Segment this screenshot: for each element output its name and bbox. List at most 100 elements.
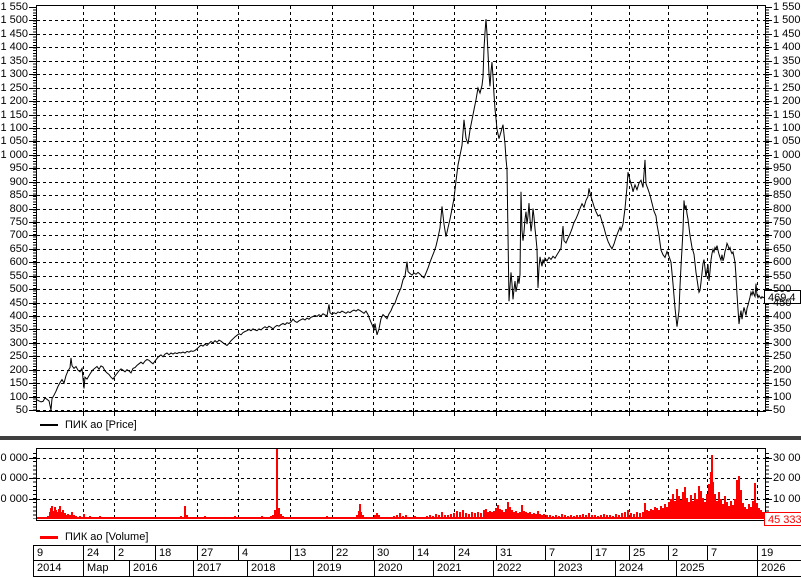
volume-bar	[45, 517, 47, 519]
date-cell-day: 22	[332, 545, 374, 561]
volume-bar	[323, 517, 325, 519]
time-tick	[545, 412, 546, 416]
volume-bar	[603, 514, 605, 519]
volume-axis-label-right: 10 000 000	[773, 492, 801, 505]
time-tick	[413, 412, 414, 416]
time-scale[interactable]: 9 24 2 18 27 4 13 22 30 14 24 31 7 17 25 2 7 19 2014 Мар 201…	[0, 545, 801, 577]
volume-bar	[299, 516, 301, 519]
volume-bar	[700, 491, 702, 519]
time-gridline	[496, 6, 497, 411]
volume-bar	[716, 500, 718, 519]
price-axis-label-right: 1 350	[773, 54, 801, 67]
volume-tick-left	[29, 498, 36, 500]
volume-bar	[558, 515, 560, 519]
volume-bar	[724, 496, 726, 519]
price-tick-right	[765, 235, 772, 237]
volume-bar	[555, 514, 557, 519]
price-tick-right	[765, 262, 772, 264]
price-axis-label-left: 1 250	[0, 81, 28, 94]
panel-splitter[interactable]	[0, 436, 801, 440]
price-axis-label-right: 50	[773, 404, 786, 416]
date-cell-year: 2023	[554, 560, 616, 577]
price-axis-label-left: 300	[9, 336, 28, 349]
volume-bar	[225, 517, 227, 519]
volume-bar	[359, 504, 361, 519]
volume-series-label: ПИК ао [Volume]	[65, 531, 149, 543]
volume-bar	[95, 517, 97, 519]
volume-bar	[420, 516, 422, 519]
volume-bar	[99, 516, 101, 519]
volume-bar	[656, 508, 658, 519]
volume-bar	[280, 513, 282, 519]
price-gridline	[37, 235, 765, 237]
price-legend: ПИК ао [Price]	[40, 417, 137, 433]
volume-bar	[624, 512, 626, 519]
volume-bar	[207, 517, 209, 519]
price-gridline	[37, 302, 765, 304]
volume-bar	[447, 515, 449, 519]
price-axis-label-right: 1 500	[773, 14, 801, 27]
price-axis-label-left: 1 150	[0, 108, 28, 121]
volume-bar	[282, 515, 284, 519]
price-axis-label-left: 900	[9, 175, 28, 188]
price-tick-right	[765, 47, 772, 49]
volume-bar	[722, 503, 724, 519]
volume-bar	[678, 496, 680, 519]
volume-bar	[222, 517, 224, 519]
volume-bar	[360, 511, 362, 519]
date-cell-day: 13	[290, 545, 333, 561]
time-gridline	[290, 449, 291, 520]
volume-bar	[688, 501, 690, 519]
volume-bar	[228, 517, 230, 519]
volume-bar	[165, 517, 167, 519]
volume-bar	[114, 516, 116, 519]
price-axis-label-right: 250	[773, 350, 792, 363]
volume-bar	[126, 516, 128, 519]
time-tick	[454, 412, 455, 416]
volume-bar	[732, 504, 734, 519]
price-tick-left	[29, 289, 36, 291]
volume-bar	[67, 514, 69, 519]
price-tick-left	[29, 275, 36, 277]
volume-bar	[441, 512, 443, 519]
time-tick	[707, 412, 708, 416]
volume-bar	[264, 517, 266, 519]
price-axis-label-right: 150	[773, 377, 792, 390]
price-axis-label-right: 1 100	[773, 121, 801, 134]
volume-bar	[83, 514, 85, 519]
volume-bar	[317, 517, 319, 519]
time-gridline	[238, 6, 239, 411]
volume-bar	[216, 516, 218, 519]
time-gridline	[197, 6, 198, 411]
volume-bar	[588, 512, 590, 519]
volume-bar	[462, 510, 464, 519]
volume-bar	[105, 517, 107, 519]
volume-bar	[429, 514, 431, 519]
volume-bar	[453, 512, 455, 519]
price-tick-left	[29, 410, 36, 411]
volume-bar	[541, 514, 543, 519]
volume-bar	[609, 514, 611, 519]
volume-plot-area[interactable]	[36, 448, 766, 521]
volume-bar	[278, 507, 280, 519]
price-gridline	[37, 342, 765, 344]
volume-bar	[347, 517, 349, 519]
price-axis-label-left: 450	[9, 296, 28, 309]
date-cell-day: 27	[197, 545, 239, 561]
price-tick-right	[765, 87, 772, 89]
price-series-swatch-icon	[40, 424, 58, 426]
price-gridline	[37, 289, 765, 291]
volume-bar	[365, 517, 367, 519]
date-cell-year: 2014	[33, 560, 84, 577]
price-axis-label-right: 300	[773, 336, 792, 349]
price-axis-label-right: 600	[773, 256, 792, 269]
volume-bar	[274, 509, 276, 519]
time-gridline	[496, 449, 497, 520]
price-tick-left	[29, 208, 36, 210]
volume-bar	[477, 511, 479, 519]
price-tick-left	[29, 141, 36, 143]
volume-bar	[666, 506, 668, 519]
time-gridline	[373, 6, 374, 411]
volume-bar	[93, 516, 95, 519]
volume-bar	[159, 517, 161, 519]
